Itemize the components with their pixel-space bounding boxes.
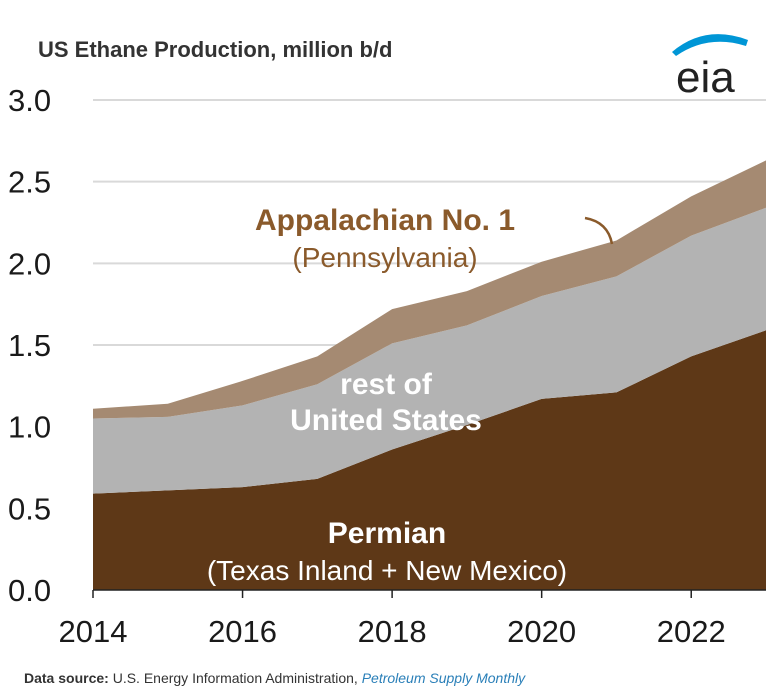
- eia-logo: eia: [672, 34, 748, 102]
- y-tick-label: 3.0: [8, 83, 51, 118]
- label-rest-2: United States: [290, 404, 482, 437]
- area-rest-of: [93, 207, 766, 494]
- logo-text: eia: [676, 53, 735, 102]
- label-permian: Permian: [328, 517, 446, 550]
- chart-title: US Ethane Production, million b/d: [38, 37, 392, 62]
- y-tick-label: 0.0: [8, 573, 51, 608]
- logo-swoosh-icon: [672, 34, 748, 56]
- x-tick-label: 2020: [507, 614, 576, 649]
- footer-source: U.S. Energy Information Administration,: [113, 670, 358, 686]
- y-tick-label: 2.5: [8, 165, 51, 200]
- x-tick-label: 2018: [358, 614, 427, 649]
- area-permian: [93, 330, 766, 590]
- y-axis-ticks: 0.0 0.5 1.0 1.5 2.0 2.5 3.0: [8, 83, 51, 608]
- footer-publication[interactable]: Petroleum Supply Monthly: [362, 670, 526, 686]
- y-tick-label: 2.0: [8, 246, 51, 281]
- stacked-areas: [93, 160, 766, 590]
- label-rest: rest of: [340, 368, 433, 401]
- y-tick-label: 0.5: [8, 491, 51, 526]
- appalachian-pointer: [584, 216, 614, 245]
- label-appalachian-sub: (Pennsylvania): [292, 242, 477, 273]
- x-axis-ticks: 2014 2016 2018 2020 2022: [59, 590, 726, 649]
- x-tick-label: 2014: [59, 614, 128, 649]
- label-appalachian: Appalachian No. 1: [255, 204, 515, 237]
- label-permian-sub: (Texas Inland + New Mexico): [207, 555, 567, 586]
- footer: Data source: U.S. Energy Information Adm…: [24, 670, 526, 686]
- x-tick-label: 2016: [208, 614, 277, 649]
- y-tick-label: 1.5: [8, 328, 51, 363]
- y-tick-label: 1.0: [8, 410, 51, 445]
- footer-label: Data source:: [24, 670, 109, 686]
- x-tick-label: 2022: [657, 614, 726, 649]
